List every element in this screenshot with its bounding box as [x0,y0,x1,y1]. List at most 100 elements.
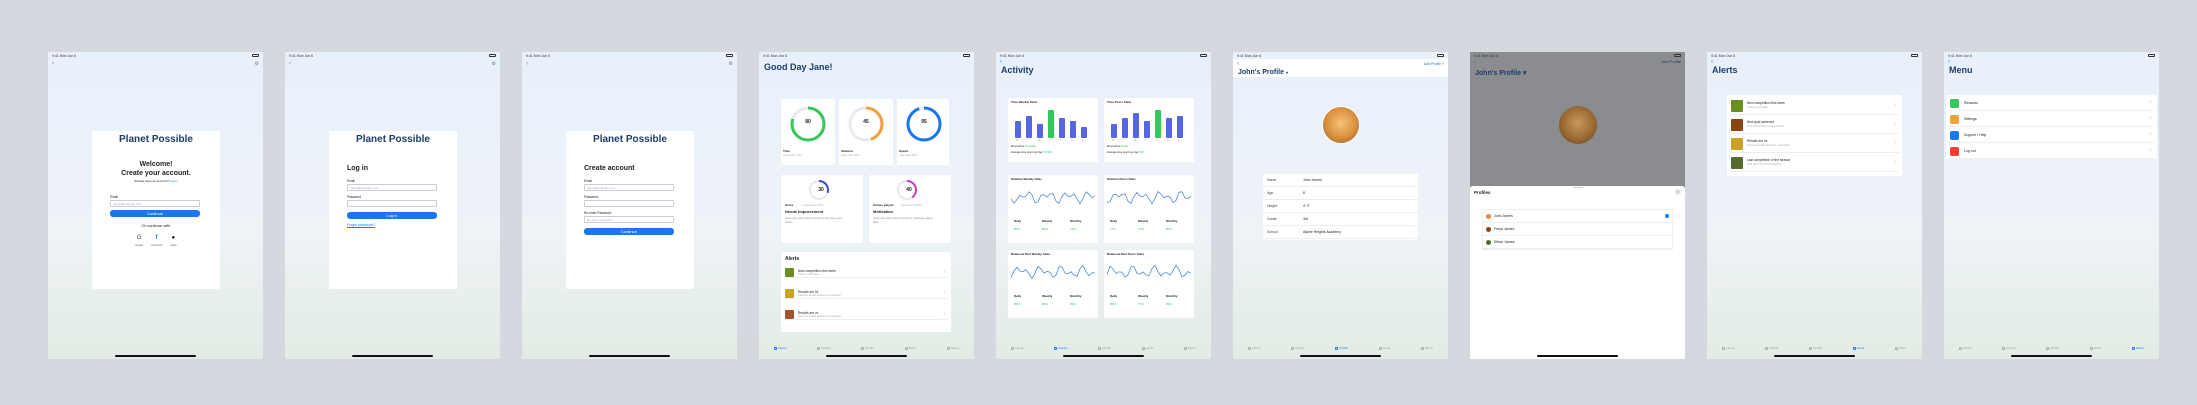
gauge-card[interactable]: 45 Stamina Last week: 50% [839,99,893,165]
tab-label: Home [1015,346,1024,350]
back-icon[interactable]: ‹ [1711,59,1713,65]
google-icon[interactable]: G [136,235,142,241]
profile-icon [861,346,865,350]
tab-activity[interactable]: Activity [817,346,831,350]
alert-row[interactable]: New competition this week Check it out to… [784,266,948,278]
profile-icon [1809,346,1813,350]
day-tick-label: S [1071,139,1073,142]
login-link[interactable]: Log in [169,179,178,183]
alert-row[interactable]: Last competition of the season Sign up to… [1730,154,1899,172]
profiles-sheet: Profiles × John James Freya James Ethan Ja… [1470,186,1685,359]
tab-activity[interactable]: Activity [2002,346,2016,350]
tab-alerts[interactable]: Alerts [904,346,916,350]
tab-alerts[interactable]: Alerts [1141,346,1153,350]
profile-title[interactable]: John's Profile [1475,70,1522,77]
email-field[interactable]: name@example.com [110,200,200,207]
profile-form: Name John James Age 8 Height 4' 3" Grade 3rd Sch… [1263,174,1418,240]
back-icon[interactable]: ‹ [1000,59,1002,65]
avatar[interactable] [1322,106,1360,144]
tab-profile[interactable]: Profile [1098,346,1111,350]
score-card[interactable]: 30 Score Last week 27% Needs Improvement… [781,175,863,243]
menu-item-rewards[interactable]: Rewards › [1949,96,2154,111]
password-field[interactable] [347,200,437,207]
form-row[interactable]: Age 8 [1263,187,1418,200]
games-card[interactable]: 40 Games played Last week 38% Motivation… [869,175,951,243]
form-row[interactable]: Height 4' 3" [1263,200,1418,213]
tab-menu[interactable]: Menu [2132,346,2144,350]
tab-alerts[interactable]: Alerts [1852,346,1864,350]
forgot-password-link[interactable]: Forgot password? [347,223,376,227]
alert-title: New goal achieved [1747,120,1774,124]
reenter-field[interactable]: Re-enter password [584,216,674,223]
form-row[interactable]: Grade 3rd [1263,213,1418,226]
gauge-card[interactable]: 95 Speed Last week: 90% [897,99,949,165]
facebook-icon[interactable]: f [155,235,158,241]
bar [1166,118,1172,138]
bar [1059,118,1065,138]
gauge-card[interactable]: 80 Time Last week: 72% [781,99,835,165]
tab-profile[interactable]: Profile [861,346,874,350]
tab-bar: Home Activity Profile Alerts Menu [1233,343,1448,353]
alert-row[interactable]: Results are in! Discover all last season'… [784,308,948,320]
activity-icon [1291,346,1295,350]
tab-home[interactable]: Home [1011,346,1023,350]
tab-menu[interactable]: Menu [947,346,959,350]
profile-option[interactable]: Ethan James [1483,236,1672,249]
email-field[interactable]: name@example.com [347,184,437,191]
profile-title[interactable]: John's Profile [1238,69,1285,76]
activity-title: Activity [1001,65,1034,75]
add-profile-button[interactable]: Add Profile + [1423,62,1444,66]
menu-item-support-help[interactable]: Support / Help › [1949,128,2154,143]
password-field[interactable] [584,200,674,207]
back-icon[interactable]: ‹ [289,61,291,67]
form-row[interactable]: Name John James [1263,174,1418,187]
tab-activity[interactable]: Activity [1054,346,1068,350]
tab-menu[interactable]: Menu [1421,346,1433,350]
tab-activity[interactable]: Activity [1291,346,1305,350]
login-button[interactable]: Log in [347,212,437,219]
tab-menu[interactable]: Menu [1895,346,1907,350]
stat-label: Monthly [1070,294,1082,298]
most-active: Most Active Friday [1107,145,1128,148]
alert-row[interactable]: Results are in! Discover all last season'… [784,287,948,299]
back-icon[interactable]: ‹ [1474,59,1476,64]
menu-list: Rewards › Settings › Support / Help › Log out › [1946,95,2157,159]
tab-label: Profile [2050,346,2059,350]
settings-icon[interactable]: ⚙ [728,61,733,67]
tab-home[interactable]: Home [1722,346,1734,350]
back-icon[interactable]: ‹ [1237,61,1239,67]
sheet-grabber[interactable] [1572,187,1583,188]
back-icon[interactable]: ‹ [52,61,54,67]
email-field[interactable]: name@example.com [584,184,674,191]
tab-profile[interactable]: Profile [1809,346,1822,350]
close-icon[interactable]: × [1675,189,1681,195]
profile-option[interactable]: John James [1483,210,1672,223]
alert-row[interactable]: New competition this week Check it out to… [1730,97,1899,115]
apple-icon[interactable]: ● [171,235,176,241]
tab-home[interactable]: Home [1959,346,1971,350]
back-icon[interactable]: ‹ [526,61,528,67]
stat-label: Monthly [1166,219,1178,223]
tab-profile[interactable]: Profile [1335,346,1348,350]
alert-row[interactable]: New goal achieved Your achievement was re… [1730,116,1899,134]
settings-icon[interactable]: ⚙ [491,61,496,67]
alert-row[interactable]: Results are in! Discover all last season'… [1730,135,1899,153]
chevron-down-icon[interactable]: ▾ [1285,70,1288,75]
tab-profile[interactable]: Profile [2046,346,2059,350]
continue-button[interactable]: Continue [110,210,200,217]
menu-item-log-out[interactable]: Log out › [1949,144,2154,159]
tab-home[interactable]: Home [774,346,786,350]
profile-option[interactable]: Freya James [1483,223,1672,236]
back-icon[interactable]: ‹ [1948,59,1950,65]
tab-activity[interactable]: Activity [1765,346,1779,350]
score-gauge [809,180,829,200]
settings-icon[interactable]: ⚙ [254,61,259,67]
add-profile-button[interactable]: Add Profile [1661,59,1681,64]
tab-alerts[interactable]: Alerts [1378,346,1390,350]
tab-menu[interactable]: Menu [1184,346,1196,350]
menu-item-settings[interactable]: Settings › [1949,112,2154,127]
tab-home[interactable]: Home [1248,346,1260,350]
form-row[interactable]: School Alpine Heights Academy › [1263,226,1418,239]
continue-button[interactable]: Continue [584,228,674,235]
tab-alerts[interactable]: Alerts [2089,346,2101,350]
